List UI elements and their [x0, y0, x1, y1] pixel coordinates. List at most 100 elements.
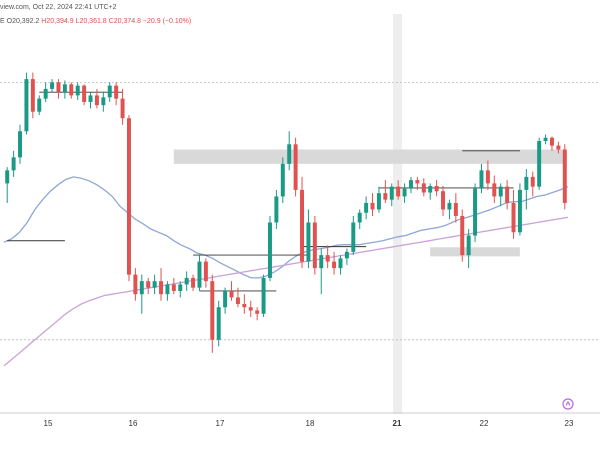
- candle-body: [556, 145, 561, 150]
- candle: [479, 163, 484, 194]
- candle: [229, 281, 234, 301]
- candle-body: [517, 189, 522, 233]
- candle: [178, 281, 183, 298]
- candle: [485, 160, 490, 190]
- candle-body: [415, 180, 420, 184]
- candle-body: [383, 193, 388, 200]
- ohlc-high: H20,394.9: [41, 18, 74, 25]
- candle-body: [152, 281, 157, 288]
- moving-average-1: [3, 216, 569, 367]
- candle-body: [421, 183, 426, 193]
- x-tick-label: 23: [565, 419, 574, 428]
- candle-body: [178, 284, 183, 291]
- candle-body: [88, 95, 93, 102]
- candle-body: [332, 261, 337, 269]
- chart-source: view.com, Oct 22, 2024 22:41 UTC+2: [0, 4, 117, 11]
- candle: [421, 178, 426, 197]
- candle: [376, 186, 381, 213]
- candle-body: [447, 202, 452, 210]
- x-tick-label: 16: [129, 419, 138, 428]
- candle: [505, 180, 510, 210]
- candle-body: [82, 85, 87, 102]
- candle: [511, 189, 516, 239]
- candle: [133, 268, 138, 301]
- chart-header: view.com, Oct 22, 2024 22:41 UTC+2 E O20…: [0, 0, 600, 32]
- moving-averages: [3, 176, 569, 367]
- candle-body: [50, 82, 55, 89]
- candle-body: [5, 170, 10, 184]
- ohlc-low: L20,361.8: [75, 18, 107, 25]
- candle: [88, 92, 93, 109]
- candle: [408, 176, 413, 194]
- moving-average-0: [3, 176, 569, 279]
- candle: [267, 215, 272, 282]
- candle-body: [107, 85, 112, 98]
- candle: [556, 141, 561, 154]
- candle: [223, 287, 228, 314]
- candle: [69, 82, 74, 99]
- candle-body: [319, 255, 324, 269]
- candle: [82, 84, 87, 106]
- candle: [171, 277, 176, 295]
- candle: [293, 137, 298, 197]
- candle: [287, 131, 292, 171]
- candle-body: [300, 189, 305, 262]
- candle-body: [293, 144, 298, 190]
- candle: [261, 274, 266, 318]
- candle: [351, 215, 356, 256]
- tradingview-logo-icon: [562, 398, 574, 410]
- candle-body: [24, 79, 29, 132]
- candle: [549, 136, 554, 151]
- candle: [11, 150, 16, 177]
- candle: [280, 157, 285, 203]
- candle-body: [537, 141, 542, 187]
- candle-body: [146, 281, 151, 288]
- candle-body: [312, 222, 317, 269]
- candle-body: [441, 191, 446, 210]
- candle: [107, 82, 112, 102]
- candle: [338, 255, 343, 275]
- candle-body: [505, 186, 510, 203]
- candle-body: [485, 170, 490, 184]
- candle: [235, 287, 240, 308]
- candle-body: [159, 281, 164, 295]
- candle: [415, 176, 420, 190]
- candle: [165, 281, 170, 301]
- candle: [498, 183, 503, 207]
- candle-body: [344, 251, 349, 259]
- candle: [370, 193, 375, 216]
- candle-body: [396, 186, 401, 197]
- candle-body: [37, 98, 42, 112]
- candle: [24, 72, 29, 135]
- candle-body: [357, 212, 362, 223]
- candle-body: [460, 215, 465, 256]
- candle-body: [402, 188, 407, 197]
- candle-body: [203, 261, 208, 282]
- zones: [173, 149, 565, 257]
- candle-body: [524, 176, 529, 190]
- candle: [191, 274, 196, 291]
- candle: [562, 144, 567, 210]
- ohlc-change: −20.9 (−0.10%): [142, 18, 192, 25]
- candle-body: [351, 222, 356, 252]
- candle-body: [511, 202, 516, 233]
- candle-body: [364, 202, 369, 213]
- candle-body: [453, 202, 458, 216]
- candle: [43, 82, 48, 102]
- candle: [453, 193, 458, 223]
- candle-body: [530, 176, 535, 187]
- ohlc-close: C20,374.8: [108, 18, 141, 25]
- candle-body: [101, 97, 106, 106]
- candle-body: [223, 290, 228, 308]
- candle: [517, 183, 522, 236]
- candle-body: [248, 307, 253, 311]
- candle-body: [216, 307, 221, 340]
- candle: [50, 79, 55, 93]
- candle-body: [376, 193, 381, 210]
- candle: [312, 215, 317, 275]
- candle: [466, 229, 471, 269]
- candle-body: [267, 222, 272, 278]
- candle-body: [242, 303, 247, 308]
- candle: [447, 199, 452, 220]
